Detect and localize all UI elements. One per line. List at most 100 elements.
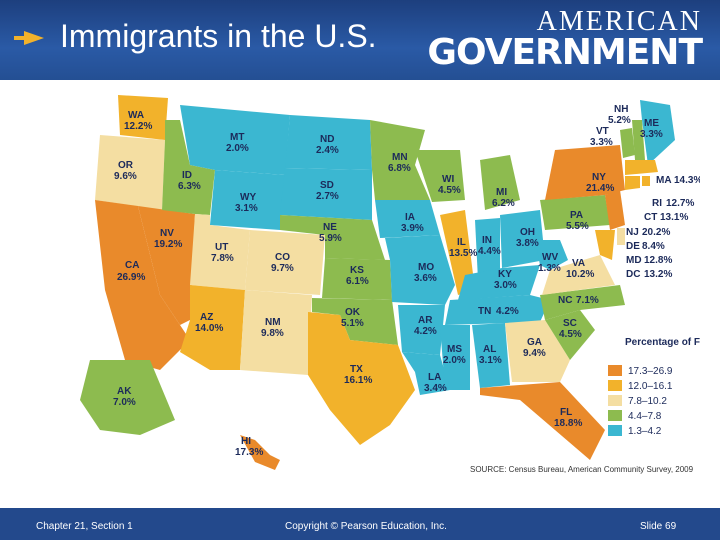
label-ok: OK 5.1% xyxy=(341,307,364,329)
label-sd: SD 2.7% xyxy=(316,180,339,202)
legend-label-3: 4.4–7.8 xyxy=(628,411,662,422)
label-nh: NH 5.2% xyxy=(608,104,631,126)
label-az: AZ 14.0% xyxy=(195,312,223,334)
state-ny xyxy=(545,145,625,200)
label-ut: UT 7.8% xyxy=(211,242,234,264)
label-la: LA 3.4% xyxy=(424,372,447,394)
label-ks: KS 6.1% xyxy=(346,265,369,287)
label-md: MD 12.8% xyxy=(626,255,672,266)
state-sd xyxy=(280,168,372,220)
label-ny: NY 21.4% xyxy=(586,172,614,194)
label-co: CO 9.7% xyxy=(271,252,294,274)
legend-swatch-1 xyxy=(608,380,622,391)
state-wy xyxy=(210,170,285,230)
label-dc: DC 13.2% xyxy=(626,269,672,280)
label-tn: TN 4.2% xyxy=(478,306,519,317)
state-wv xyxy=(535,240,568,270)
legend-swatch-4 xyxy=(608,425,622,436)
state-sc xyxy=(545,310,595,360)
bullet-arrow-icon xyxy=(14,31,44,45)
state-nd xyxy=(285,115,372,170)
state-mo xyxy=(385,235,455,305)
label-wv: WV 1.3% xyxy=(538,252,561,274)
state-nv xyxy=(138,206,195,325)
label-hi: HI 17.3% xyxy=(235,436,263,458)
brand-logo: AMERICAN GOVERNMENT xyxy=(427,6,703,73)
legend-swatch-3 xyxy=(608,410,622,421)
state-wa xyxy=(118,95,168,140)
us-immigrant-map: WA 12.2% OR 9.6% CA 26.9% NV 19.2% ID 6.3% MT… xyxy=(80,90,720,470)
legend-label-2: 7.8–10.2 xyxy=(628,396,667,407)
state-ut xyxy=(190,214,250,290)
label-wi: WI 4.5% xyxy=(438,174,461,196)
state-de xyxy=(617,228,625,245)
legend-label-0: 17.3–26.9 xyxy=(628,366,673,377)
label-vt: VT 3.3% xyxy=(590,126,613,148)
state-id xyxy=(162,120,215,215)
source-note: SOURCE: Census Bureau, American Communit… xyxy=(470,465,694,474)
state-or xyxy=(95,135,165,210)
legend-label-4: 1.3–4.2 xyxy=(628,426,662,437)
state-az xyxy=(180,285,245,370)
label-al: AL 3.1% xyxy=(479,344,502,366)
legend-title: Percentage of Foreign-born People xyxy=(625,337,700,348)
label-nj: NJ 20.2% xyxy=(626,227,670,238)
label-ky: KY 3.0% xyxy=(494,269,517,291)
label-id: ID 6.3% xyxy=(178,170,201,192)
brand-line1: AMERICAN xyxy=(536,6,702,37)
state-ct xyxy=(625,176,640,190)
state-pa xyxy=(540,195,610,230)
state-ga xyxy=(505,320,570,382)
state-md xyxy=(595,230,615,260)
state-tx xyxy=(308,312,415,445)
state-nc xyxy=(540,285,625,320)
label-oh: OH 3.8% xyxy=(516,227,539,249)
label-mt: MT 2.0% xyxy=(226,132,249,154)
slide-header: Immigrants in the U.S. AMERICAN GOVERNME… xyxy=(0,0,720,80)
label-nd: ND 2.4% xyxy=(316,134,339,156)
state-ok xyxy=(312,298,398,345)
state-mn xyxy=(370,120,430,200)
state-nh xyxy=(632,120,645,160)
label-ar: AR 4.2% xyxy=(414,315,437,337)
label-nm: NM 9.8% xyxy=(261,317,284,339)
label-ct: CT 13.1% xyxy=(644,212,688,223)
brand-line2: GOVERNMENT xyxy=(427,32,703,73)
state-va xyxy=(542,255,615,295)
label-nc: NC 7.1% xyxy=(558,295,599,306)
legend-swatch-2 xyxy=(608,395,622,406)
state-vt xyxy=(620,128,635,158)
label-wy: WY 3.1% xyxy=(235,192,258,214)
state-ky xyxy=(458,265,540,300)
state-tn xyxy=(445,295,550,325)
state-in xyxy=(475,218,500,280)
state-co xyxy=(245,230,325,295)
state-ma xyxy=(625,160,658,175)
state-me xyxy=(640,100,675,165)
label-nv: NV 19.2% xyxy=(154,228,182,250)
state-mt xyxy=(180,105,290,175)
footer-copyright: Copyright © Pearson Education, Inc. xyxy=(285,521,447,532)
label-ak: AK 7.0% xyxy=(113,386,136,408)
state-wi xyxy=(415,150,465,202)
label-mi: MI 6.2% xyxy=(492,187,515,209)
map-svg: WA 12.2% OR 9.6% CA 26.9% NV 19.2% ID 6.3% MT… xyxy=(80,95,720,470)
legend-label-1: 12.0–16.1 xyxy=(628,381,673,392)
state-mi xyxy=(480,155,520,210)
label-ma: MA 14.3% xyxy=(656,175,700,186)
state-il xyxy=(440,210,475,295)
state-oh xyxy=(500,210,545,268)
label-tx: TX 16.1% xyxy=(344,364,372,386)
label-mn: MN 6.8% xyxy=(388,152,411,174)
label-il: IL 13.5% xyxy=(449,237,477,259)
state-nj xyxy=(605,190,625,230)
label-fl: FL 18.8% xyxy=(554,407,582,429)
label-wa: WA 12.2% xyxy=(124,110,152,132)
state-ak xyxy=(80,360,175,435)
map-legend: Percentage of Foreign-born People 17.3–2… xyxy=(608,337,720,437)
label-de: DE 8.4% xyxy=(626,241,665,252)
state-fl xyxy=(480,382,605,460)
label-ca: CA 26.9% xyxy=(117,260,145,283)
state-al xyxy=(472,323,510,388)
slide-footer: Chapter 21, Section 1 Copyright © Pearso… xyxy=(0,508,720,540)
